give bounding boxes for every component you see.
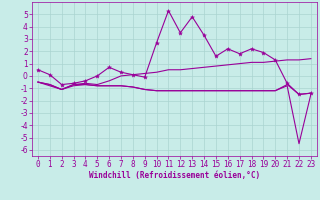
X-axis label: Windchill (Refroidissement éolien,°C): Windchill (Refroidissement éolien,°C) [89,171,260,180]
